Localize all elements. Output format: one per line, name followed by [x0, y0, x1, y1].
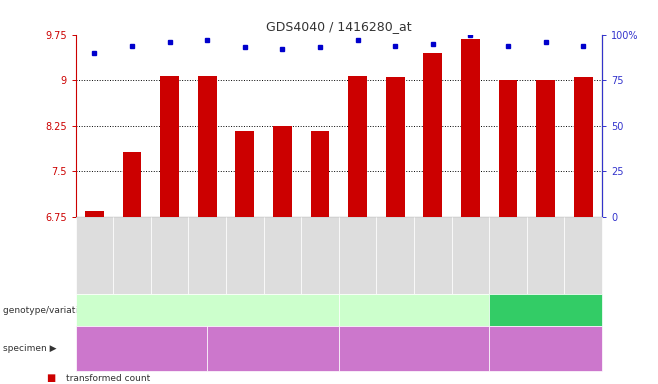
Bar: [461, 40, 480, 217]
Text: progeny from cross:
Cbfb+MYH11 x Cbfb+/+: progeny from cross: Cbfb+MYH11 x Cbfb+/+: [95, 339, 188, 358]
Bar: [574, 77, 593, 217]
Text: progeny from cross:
Cbfb+/- x Cbfb+/-: progeny from cross: Cbfb+/- x Cbfb+/-: [235, 339, 311, 358]
Text: GSM475939: GSM475939: [543, 219, 549, 263]
Text: genotype/variation ▶: genotype/variation ▶: [3, 306, 99, 314]
Bar: [386, 77, 405, 217]
Text: GSM475937: GSM475937: [204, 219, 211, 263]
Bar: [348, 76, 367, 217]
Title: GDS4040 / 1416280_at: GDS4040 / 1416280_at: [266, 20, 412, 33]
Text: progeny from cross:
Cbfb+/- x Cbfb+/-: progeny from cross: Cbfb+/- x Cbfb+/-: [507, 339, 584, 358]
Text: GSM475936: GSM475936: [166, 219, 172, 263]
Text: GSM475938: GSM475938: [505, 219, 511, 263]
Bar: [161, 76, 179, 217]
Bar: [424, 53, 442, 217]
Text: GSM475940: GSM475940: [580, 219, 586, 263]
Text: GSM475933: GSM475933: [467, 219, 474, 263]
Bar: [536, 80, 555, 217]
Text: specimen ▶: specimen ▶: [3, 344, 57, 353]
Bar: [311, 131, 330, 217]
Bar: [236, 131, 254, 217]
Text: Cbfb+/MYH11: Cbfb+/MYH11: [380, 305, 448, 315]
Text: GSM475930: GSM475930: [355, 219, 361, 263]
Text: GSM475942: GSM475942: [280, 219, 286, 263]
Text: GSM475935: GSM475935: [129, 219, 135, 263]
Text: GSM475934: GSM475934: [91, 219, 97, 263]
Text: Cbfb-/-: Cbfb-/-: [529, 305, 562, 315]
Bar: [122, 152, 141, 217]
Text: GSM475932: GSM475932: [430, 219, 436, 263]
Bar: [198, 76, 216, 217]
Text: GSM475931: GSM475931: [392, 219, 398, 263]
Bar: [85, 211, 104, 217]
Text: Cbfb+/+: Cbfb+/+: [186, 305, 228, 315]
Bar: [273, 126, 292, 217]
Text: transformed count: transformed count: [66, 374, 150, 383]
Text: ■: ■: [46, 373, 55, 383]
Text: progeny from cross:
Cbfb+MYH11 x Cbfb+/+: progeny from cross: Cbfb+MYH11 x Cbfb+/+: [368, 339, 461, 358]
Text: GSM475943: GSM475943: [317, 219, 323, 263]
Text: GSM475941: GSM475941: [242, 219, 248, 263]
Bar: [499, 80, 517, 217]
